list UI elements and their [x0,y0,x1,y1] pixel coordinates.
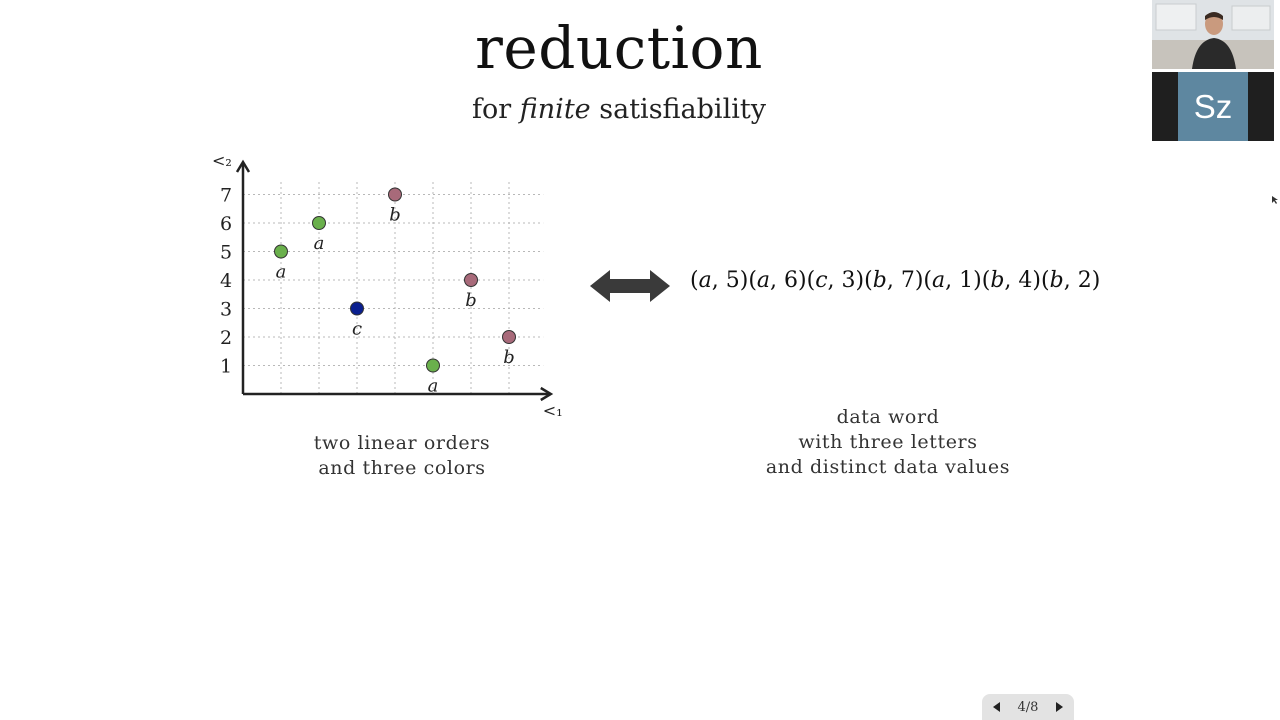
linear-orders-plot: <₂ <₁ 1 2 3 4 5 6 7 a a c b a b b [212,151,563,420]
data-word-pair: (b, 7) [864,268,924,293]
data-word-letter: b [872,268,887,293]
triangle-left-icon[interactable] [990,700,1004,714]
data-word-letter: a [932,268,946,293]
participant-avatar-tile[interactable]: Sz [1152,72,1274,141]
data-word-pair: (a, 5) [690,268,749,293]
data-word-caption-line: and distinct data values [765,456,1011,478]
avatar: Sz [1178,72,1248,141]
data-word-caption-line: data word [836,406,940,428]
data-point [274,244,288,259]
point-label: a [276,262,287,283]
data-point [350,301,364,316]
data-word-letter: b [1049,268,1064,293]
data-word-pair: (b, 4) [981,268,1042,293]
mouse-cursor-icon [1272,196,1278,204]
x-axis-arrowhead [540,386,554,402]
data-word-sequence: (a, 5)(a, 6)(c, 3)(b, 7)(a, 1)(b, 4)(b, … [690,268,1100,293]
double-arrow-icon [590,270,670,302]
data-point [426,358,440,373]
y-axis-arrowhead [235,159,251,173]
plot-caption-line: two linear orders [313,432,491,454]
subtitle-prefix: for [472,94,512,125]
y-tick-label: 5 [220,242,232,264]
point-label: b [503,347,515,368]
data-word-letter: a [698,268,712,293]
y-tick-label: 6 [220,213,232,235]
data-word-value: 6 [784,268,799,293]
data-word-caption: data word with three letters and distinc… [738,405,1038,480]
data-word-pair: (c, 3) [806,268,865,293]
data-word-value: 7 [900,268,915,293]
participant-video-tile[interactable] [1152,0,1274,69]
data-word-pair: (b, 2) [1041,268,1101,293]
data-word-pair: (a, 1) [923,268,982,293]
data-word-caption-line: with three letters [798,431,978,453]
y-axis-label: <₂ [212,151,232,170]
y-tick-label: 4 [220,270,232,292]
y-tick-label: 1 [220,356,232,378]
triangle-right-icon[interactable] [1052,700,1066,714]
y-tick-label: 3 [220,299,232,321]
plot-caption: two linear orders and three colors [252,431,552,481]
webcam-feed-image [1152,0,1274,69]
slide-counter: 4/8 [1017,700,1039,715]
subtitle-suffix: satisfiability [599,94,766,125]
slide-subtitle: for finite satisfiability [0,94,1238,125]
point-label: c [352,319,362,340]
slide-title: reduction [475,14,763,82]
data-point [502,330,516,344]
point-label: b [465,290,477,311]
data-word-value: 1 [959,268,974,293]
data-word-letter: c [815,268,828,293]
data-word-pair: (a, 6) [748,268,807,293]
data-point [464,273,478,287]
data-word-value: 3 [841,268,856,293]
data-word-value: 5 [725,268,740,293]
point-label: a [314,233,325,254]
data-point [312,216,326,230]
point-label: a [428,376,439,397]
plot-caption-line: and three colors [318,457,486,479]
subtitle-emphasis: finite [519,94,591,125]
y-tick-label: 2 [220,327,232,349]
x-axis-label: <₁ [543,401,563,420]
y-tick-label: 7 [220,185,232,207]
data-word-letter: a [756,268,771,293]
data-word-letter: b [990,268,1005,293]
data-word-value: 2 [1077,268,1092,293]
point-label: b [389,205,401,226]
data-word-value: 4 [1018,268,1033,293]
data-point [388,187,402,202]
slide-pager: 4/8 [982,694,1074,720]
